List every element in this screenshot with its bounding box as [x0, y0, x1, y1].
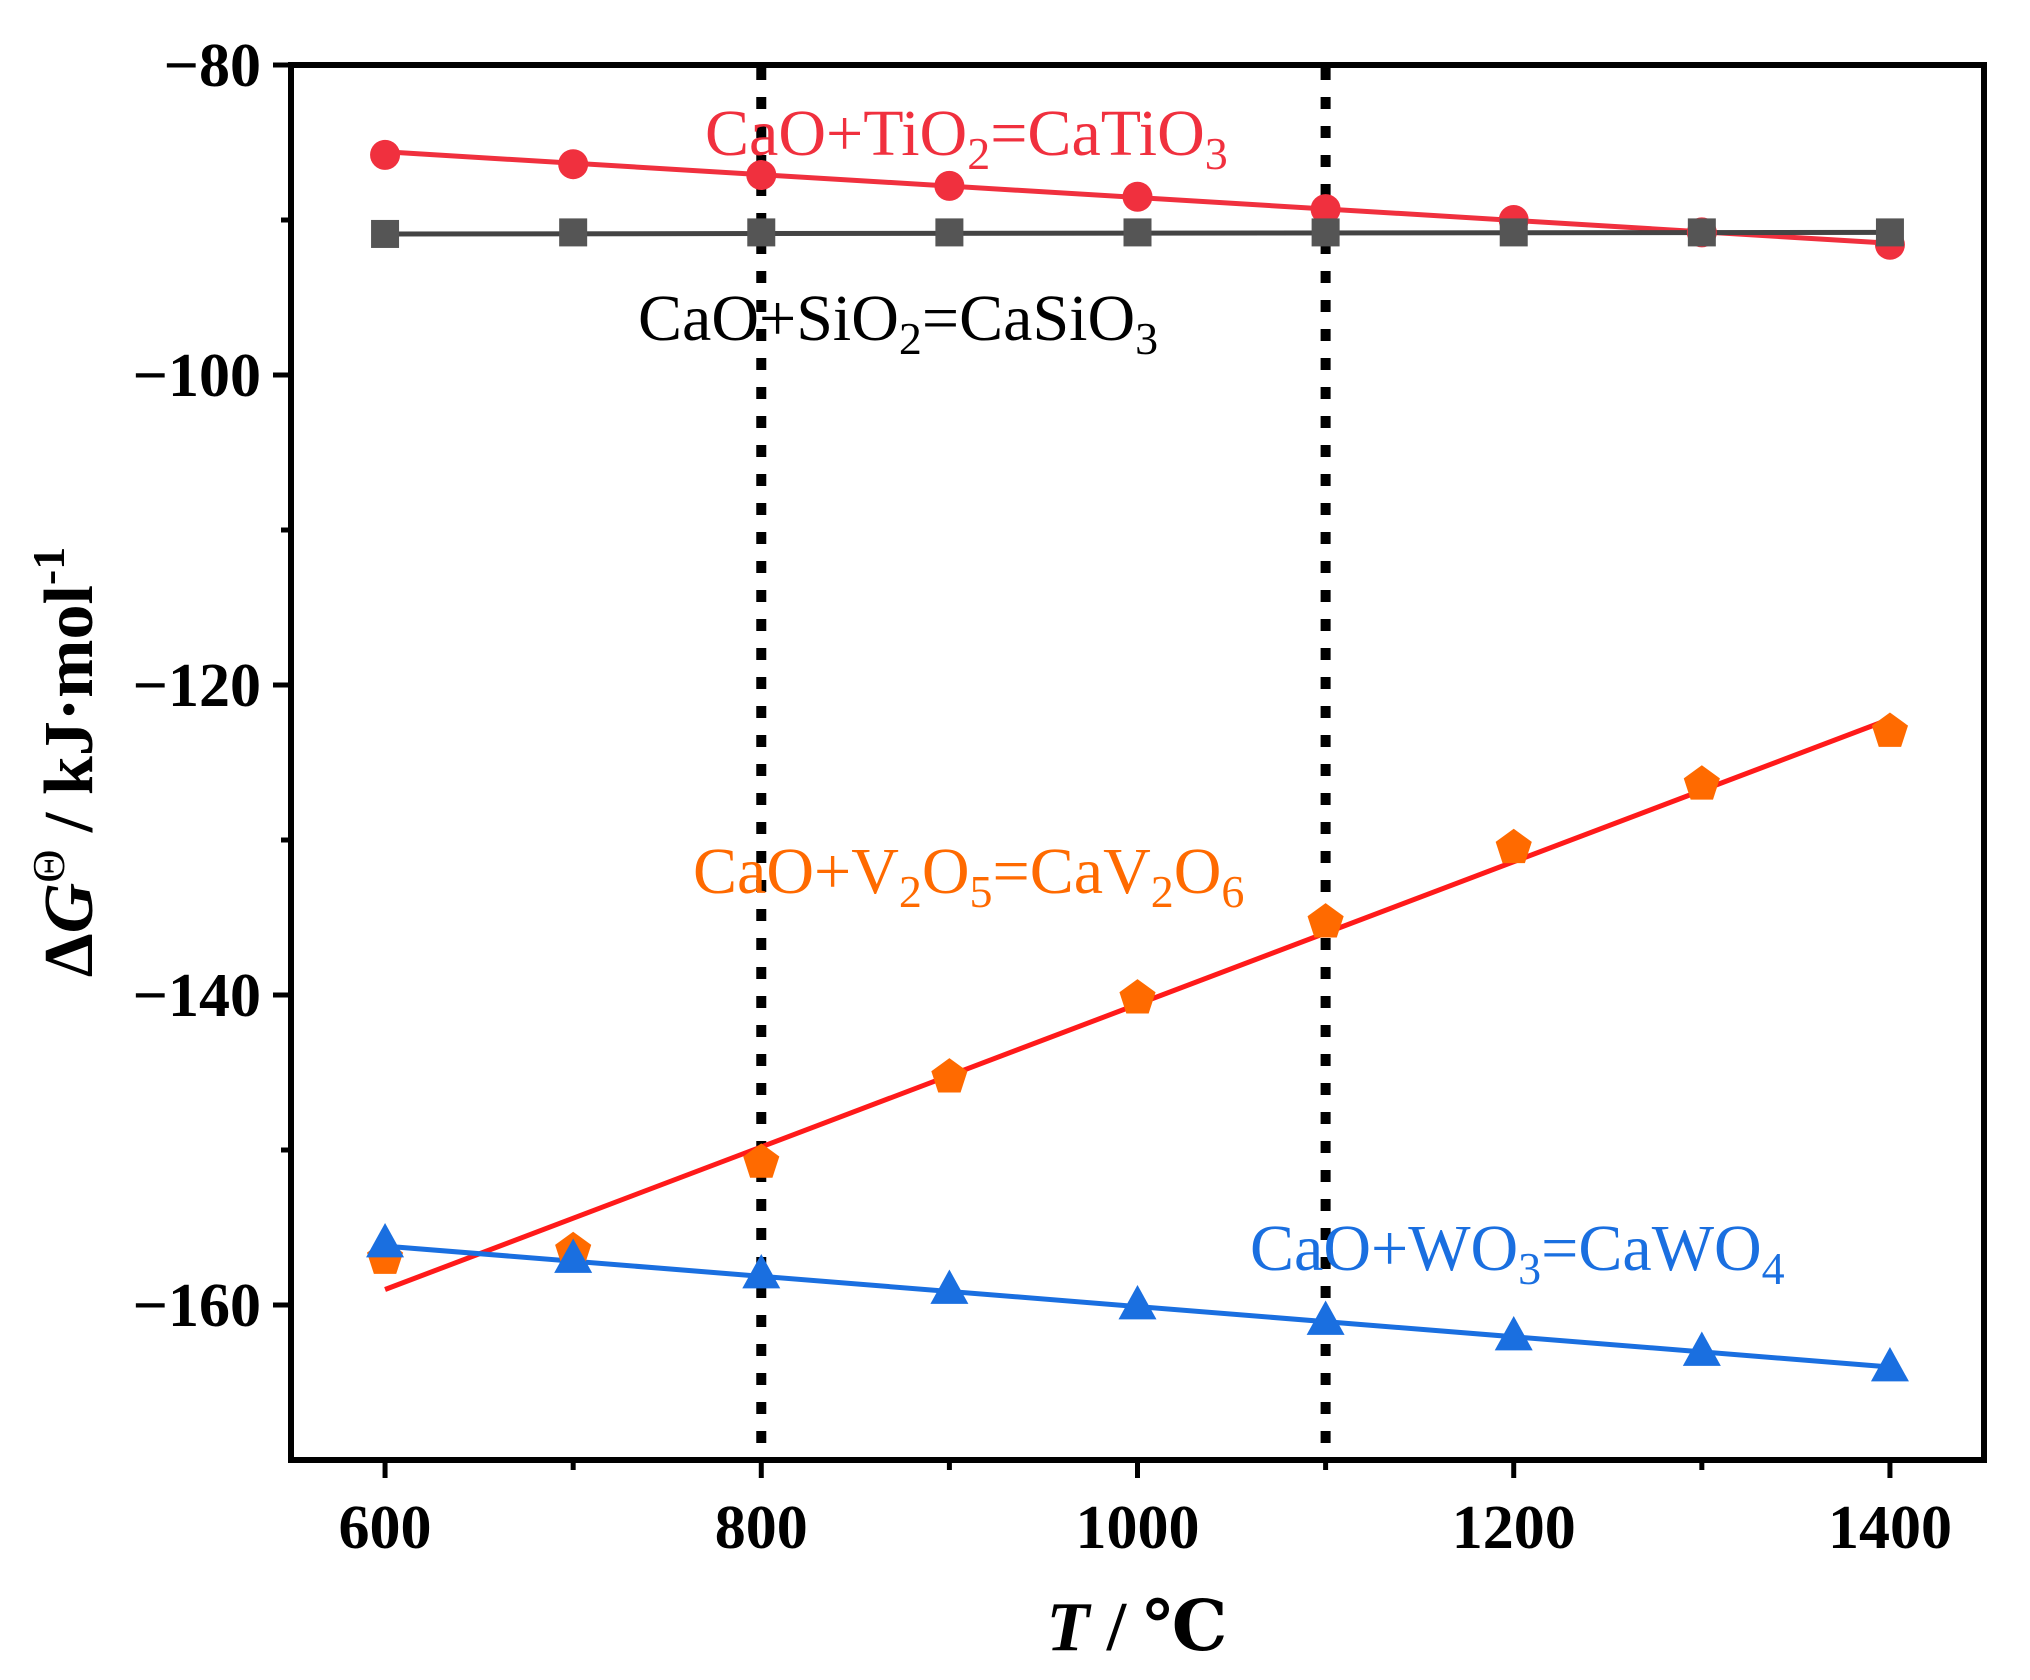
x-axis-variable: T	[1046, 1589, 1092, 1666]
series-labels: CaO+TiO2=CaTiO3 CaO+SiO2=CaSiO3 CaO+V2O5=C…	[638, 97, 1785, 1294]
data-point-series-1	[371, 219, 400, 248]
data-point-series-1	[1123, 218, 1152, 247]
x-tick-label: 1200	[1452, 1494, 1576, 1562]
y-axis-variable: G	[31, 883, 108, 934]
y-axis-unit-sup: -1	[23, 547, 74, 585]
data-point-series-1	[1499, 218, 1528, 247]
data-point-series-3	[366, 1223, 405, 1258]
data-point-series-3	[1870, 1347, 1909, 1382]
y-axis: −80 −100 −120 −140 −160	[133, 32, 291, 1340]
data-point-series-3	[1306, 1300, 1345, 1335]
y-tick-label: −160	[133, 1272, 261, 1340]
data-point-series-1	[1875, 218, 1904, 247]
data-point-series-1	[1311, 218, 1340, 247]
data-point-series-2	[1119, 979, 1156, 1014]
data-markers	[366, 139, 1909, 1382]
data-point-series-2	[1307, 903, 1344, 938]
x-tick-label: 600	[339, 1494, 432, 1562]
series-label-0: CaO+TiO2=CaTiO3	[705, 97, 1228, 179]
data-point-series-2	[743, 1143, 780, 1178]
reference-lines	[756, 68, 1331, 1457]
data-point-series-2	[1871, 712, 1909, 747]
data-point-series-3	[554, 1238, 593, 1273]
data-point-series-1	[1687, 218, 1716, 247]
data-point-series-3	[1494, 1316, 1533, 1351]
y-tick-label: −100	[133, 342, 261, 410]
x-axis-title: T / ℃	[1046, 1589, 1227, 1666]
data-point-series-1	[559, 218, 588, 247]
y-tick-label: −120	[133, 652, 261, 720]
data-point-series-0	[934, 170, 965, 201]
y-axis-title: ΔGΘ / kJ·mol-1	[23, 547, 108, 978]
y-axis-delta: Δ	[31, 933, 108, 977]
data-point-series-0	[370, 139, 401, 170]
y-axis-variable-sup: Θ	[23, 850, 74, 883]
data-point-series-3	[1682, 1331, 1721, 1366]
data-point-series-2	[1683, 765, 1720, 800]
data-point-series-1	[747, 218, 776, 247]
data-point-series-2	[931, 1058, 968, 1093]
x-tick-label: 1400	[1828, 1494, 1952, 1562]
data-point-series-0	[558, 149, 589, 180]
data-point-series-2	[1495, 828, 1532, 864]
data-point-series-0	[1310, 194, 1341, 225]
data-point-series-0	[1122, 181, 1153, 212]
x-axis-unit: / ℃	[1089, 1589, 1227, 1666]
series-label-2: CaO+V2O5=CaV2O6	[693, 835, 1244, 917]
data-point-series-3	[742, 1254, 781, 1289]
x-axis: 600 800 1000 1200 1400	[339, 1460, 1952, 1562]
series-label-3: CaO+WO3=CaWO4	[1250, 1212, 1785, 1294]
data-point-series-1	[935, 218, 964, 247]
data-point-series-3	[1118, 1285, 1157, 1320]
y-axis-unit: / kJ·mol	[31, 585, 108, 849]
x-tick-label: 800	[715, 1494, 808, 1562]
x-tick-label: 1000	[1076, 1494, 1200, 1562]
data-point-series-3	[930, 1269, 969, 1304]
y-tick-label: −140	[133, 962, 261, 1030]
y-tick-label: −80	[164, 32, 261, 100]
data-point-series-0	[746, 160, 777, 191]
series-label-1: CaO+SiO2=CaSiO3	[638, 282, 1158, 364]
